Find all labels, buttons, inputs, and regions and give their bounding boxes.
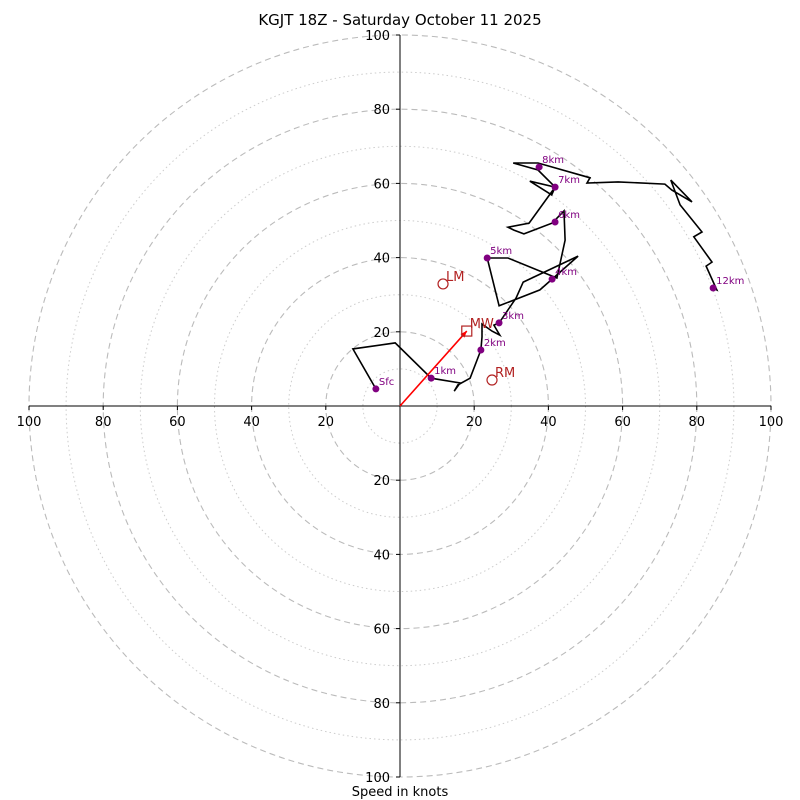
height-label-7km: 7km	[558, 175, 580, 186]
tick-labels: 100 80 60 40 20 20 40 60 80 100 100 80 60 40 20 20 40 60 8…	[17, 29, 784, 786]
chart-title: KGJT 18Z - Saturday October 11 2025	[258, 11, 542, 29]
y-tick-label: 60	[373, 177, 390, 192]
storm-motion-lm-marker	[437, 278, 449, 290]
x-tick-label: 100	[17, 415, 42, 430]
storm-motion-mw-marker	[461, 325, 473, 337]
hodograph-trace-group	[351, 162, 719, 392]
y-tick-label: 80	[373, 697, 390, 712]
height-marker-12km	[709, 284, 717, 292]
height-marker-4km	[548, 275, 556, 283]
x-tick-label: 100	[759, 415, 784, 430]
height-marker-3km	[495, 319, 503, 327]
storm-motion-lm-label: LM	[446, 270, 464, 285]
y-tick-label: 20	[373, 326, 390, 341]
height-markers: Sfc 1km 2km 3km 4km 5km 6km 7km 8km 12km	[372, 155, 744, 393]
height-label-5km: 5km	[490, 246, 512, 257]
height-label-sfc: Sfc	[379, 377, 394, 388]
storm-motion-mw-label: MW	[470, 317, 494, 332]
x-tick-label: 20	[466, 415, 483, 430]
height-label-2km: 2km	[484, 338, 506, 349]
y-tick-label: 20	[373, 474, 390, 489]
height-marker-sfc	[372, 385, 380, 393]
height-label-12km: 12km	[716, 276, 744, 287]
height-marker-2km	[477, 346, 485, 354]
storm-motion-rm-label: RM	[495, 366, 515, 381]
mean-wind-vector-group	[399, 330, 468, 407]
y-tick-label: 100	[365, 771, 390, 786]
x-tick-label: 60	[169, 415, 186, 430]
y-tick-label: 80	[373, 103, 390, 118]
height-label-8km: 8km	[542, 155, 564, 166]
x-tick-label: 80	[689, 415, 706, 430]
mean-wind-arrow	[399, 330, 468, 407]
height-label-6km: 6km	[558, 210, 580, 221]
x-tick-label: 40	[243, 415, 260, 430]
height-marker-5km	[483, 254, 491, 262]
y-tick-label: 60	[373, 623, 390, 638]
y-tick-label: 40	[373, 548, 390, 563]
height-marker-6km	[551, 218, 559, 226]
hodograph-line	[351, 162, 719, 392]
x-tick-label: 20	[318, 415, 335, 430]
height-marker-1km	[427, 374, 435, 382]
height-marker-7km	[551, 183, 559, 191]
mean-wind-arrowhead	[460, 331, 467, 338]
y-tick-label: 40	[373, 252, 390, 267]
height-label-4km: 4km	[555, 267, 577, 278]
x-axis-label: Speed in knots	[352, 785, 449, 800]
x-tick-label: 60	[614, 415, 631, 430]
height-label-1km: 1km	[434, 366, 456, 377]
storm-motion-markers: LM RM MW	[437, 270, 515, 386]
x-tick-label: 80	[95, 415, 112, 430]
height-label-3km: 3km	[502, 311, 524, 322]
x-tick-label: 40	[540, 415, 557, 430]
y-tick-label: 100	[365, 29, 390, 44]
height-marker-8km	[535, 163, 543, 171]
storm-motion-rm-marker	[486, 374, 498, 386]
